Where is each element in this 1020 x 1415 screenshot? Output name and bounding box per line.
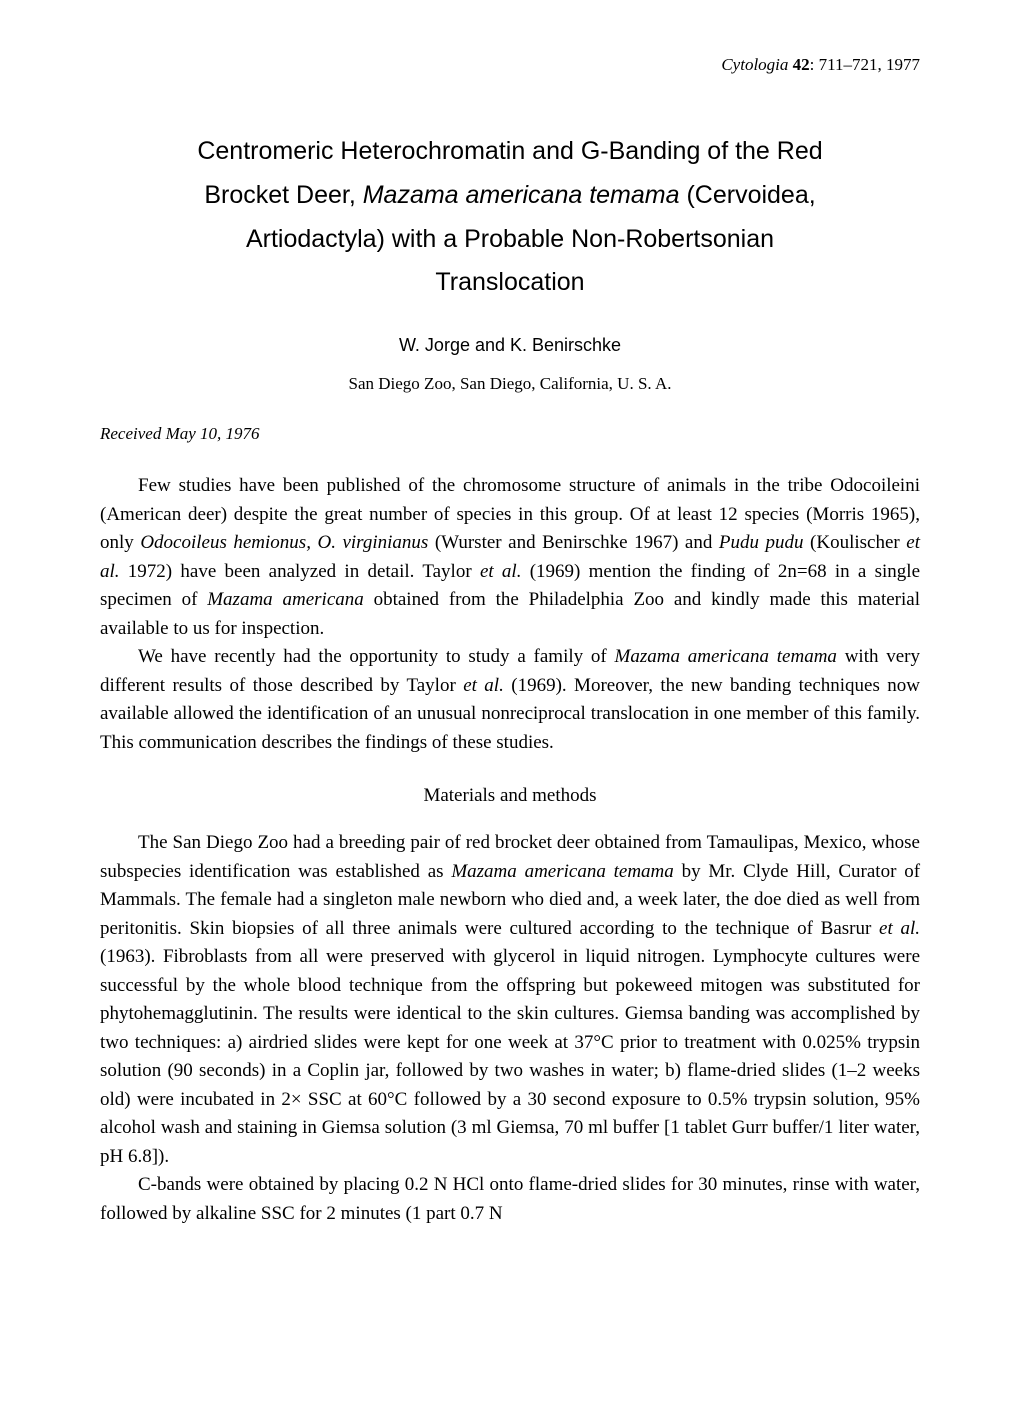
journal-name: Cytologia	[721, 55, 788, 74]
received-date: Received May 10, 1976	[100, 424, 920, 444]
title-line-1: Centromeric Heterochromatin and G-Bandin…	[197, 137, 822, 165]
title-line-2-pre: Brocket Deer,	[204, 181, 362, 209]
section-heading-methods: Materials and methods	[100, 785, 920, 807]
title-line-3: Artiodactyla) with a Probable Non-Robert…	[246, 225, 774, 253]
introduction: Few studies have been published of the c…	[100, 472, 920, 757]
title-line-4: Translocation	[435, 268, 584, 296]
methods-paragraph-1: The San Diego Zoo had a breeding pair of…	[100, 829, 920, 1171]
running-head: Cytologia 42: 711–721, 1977	[100, 55, 920, 75]
title-line-2-post: (Cervoidea,	[680, 181, 816, 209]
methods-paragraph-2: C-bands were obtained by placing 0.2 N H…	[100, 1171, 920, 1228]
methods-section: The San Diego Zoo had a breeding pair of…	[100, 829, 920, 1228]
article-title: Centromeric Heterochromatin and G-Bandin…	[100, 130, 920, 305]
intro-paragraph-2: We have recently had the opportunity to …	[100, 643, 920, 757]
title-species: Mazama americana temama	[363, 181, 680, 209]
intro-paragraph-1: Few studies have been published of the c…	[100, 472, 920, 643]
volume-number: 42	[793, 55, 810, 74]
pages-year: : 711–721, 1977	[810, 55, 920, 74]
authors: W. Jorge and K. Benirschke	[100, 335, 920, 356]
affiliation: San Diego Zoo, San Diego, California, U.…	[100, 374, 920, 394]
